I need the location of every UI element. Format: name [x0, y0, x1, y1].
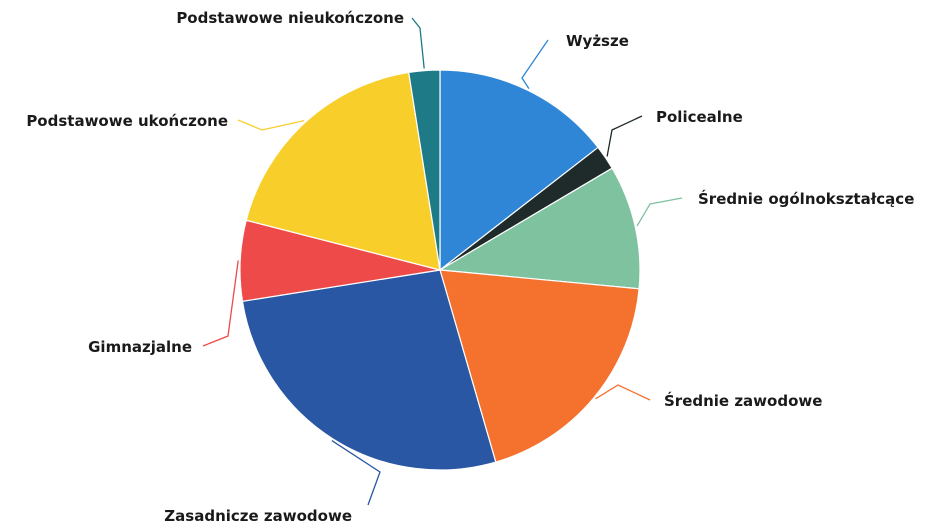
- leader-line: [411, 17, 425, 69]
- slice-label: Średnie ogólnokształcące: [698, 189, 914, 208]
- slice-label: Policealne: [656, 108, 743, 126]
- leader-line: [331, 440, 381, 506]
- leader-line: [595, 384, 651, 401]
- pie-slice: [241, 269, 497, 471]
- slice-label: Podstawowe ukończone: [26, 112, 228, 130]
- pie-slice: [408, 69, 441, 271]
- slice-label: Średnie zawodowe: [664, 391, 822, 410]
- leader-line: [202, 260, 239, 347]
- leader-line: [606, 115, 643, 157]
- slice-labels: Wyższe Policealne Średnie ogólnokształcące…: [26, 9, 914, 525]
- pie-slice: [439, 269, 640, 463]
- slice-label: Zasadnicze zawodowe: [164, 507, 352, 525]
- slice-label: Wyższe: [566, 32, 629, 50]
- pie-slice: [438, 167, 641, 290]
- pie-slice: [245, 71, 441, 271]
- leader-line: [521, 39, 549, 89]
- leader-lines: [202, 17, 683, 506]
- slice-label: Podstawowe nieukończone: [176, 9, 404, 27]
- pie-slice: [439, 69, 599, 272]
- pie-slices: [239, 69, 641, 471]
- leader-line: [636, 197, 683, 227]
- slice-label: Gimnazjalne: [88, 338, 192, 356]
- leader-line: [237, 119, 305, 131]
